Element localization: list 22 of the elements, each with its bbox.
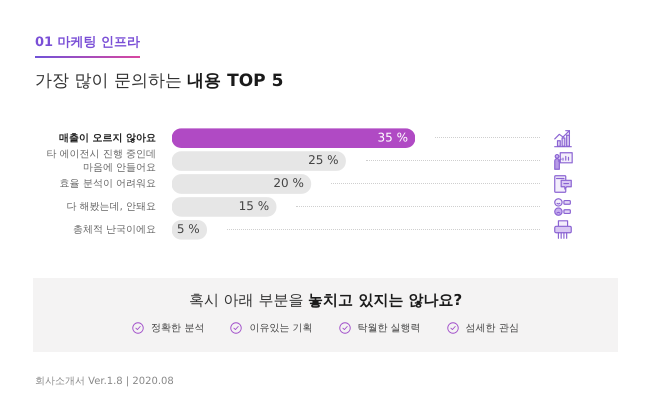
y-tick-label: 매출이 오르지 않아요 <box>59 132 156 144</box>
text: 탁월한 실행력 <box>358 322 421 335</box>
y-tick-label: 효율 분석이 어려워요 <box>60 178 156 190</box>
y-tick-label: 타 에이전시 진행 중인데 마음에 안들어요 <box>46 148 156 174</box>
data-label: 5 % <box>176 222 200 236</box>
bar <box>172 174 312 194</box>
text: 01 마케팅 인프라 <box>35 33 140 58</box>
bar <box>172 128 415 148</box>
text: 섬세한 관심 <box>466 322 519 335</box>
data-label: 15 % <box>238 199 270 214</box>
y-tick-label: 총체적 난국이에요 <box>72 224 156 236</box>
text: 정확한 분석 <box>151 322 204 335</box>
text: 회사소개서 Ver.1.8 | 2020.08 <box>35 375 174 388</box>
text: 이유있는 기획 <box>249 322 312 335</box>
y-tick-label: 다 해봤는데, 안돼요 <box>66 201 156 212</box>
bar <box>172 197 276 217</box>
data-label: 20 % <box>273 176 304 190</box>
bar <box>172 151 346 171</box>
data-label: 25 % <box>308 153 339 168</box>
chart-title: 가장 많이 문의하는 내용 TOP 5 <box>35 71 284 91</box>
data-label: 35 % <box>378 130 408 144</box>
text: 혹시 아래 부분을 놓치고 있지는 않나요? <box>188 291 462 309</box>
